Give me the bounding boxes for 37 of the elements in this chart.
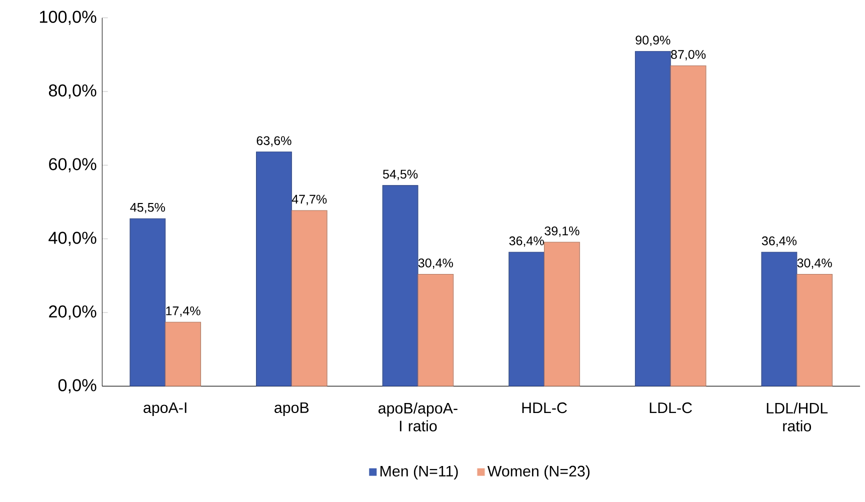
data-label: 30,4% [797, 258, 832, 269]
data-label: 87,0% [671, 50, 706, 60]
bar [130, 218, 166, 386]
data-label: 45,5% [130, 202, 165, 214]
y-tick-label: 20,0% [49, 305, 96, 320]
bar [634, 51, 671, 386]
data-label: 90,9% [636, 36, 670, 46]
bar [291, 210, 328, 386]
y-tick-label: 0,0% [58, 379, 96, 394]
data-label: 63,6% [256, 136, 292, 147]
bar [544, 242, 580, 386]
x-tick-label: HDL-C [522, 402, 567, 414]
x-tick-label: apoA-I [144, 402, 186, 416]
x-tick-label: LDL-C [650, 402, 692, 414]
data-label: 39,1% [544, 226, 580, 237]
legend-label: Women (N=23) [487, 465, 590, 480]
x-tick-label: apoB [274, 402, 309, 416]
y-tick-label: 100,0% [40, 10, 96, 25]
bar [761, 252, 798, 386]
x-tick-label: apoB/apoA-I ratio [378, 402, 458, 432]
data-label: 17,4% [166, 306, 200, 317]
y-tick-label: 60,0% [49, 158, 96, 172]
bar [418, 274, 454, 386]
bar [382, 185, 418, 386]
data-label: 36,4% [509, 236, 544, 247]
legend-label: Men (N=11) [380, 465, 458, 480]
y-tick-label: 40,0% [48, 232, 96, 246]
bar [165, 322, 201, 386]
bar [256, 152, 292, 386]
bar [670, 65, 706, 386]
data-label: 30,4% [418, 258, 453, 269]
bar [508, 252, 545, 386]
bar [796, 274, 833, 386]
data-label: 54,5% [382, 170, 418, 180]
x-tick-label: LDL/HDL ratio [766, 402, 828, 432]
data-label: 36,4% [762, 236, 797, 247]
y-tick-label: 80,0% [48, 84, 96, 99]
